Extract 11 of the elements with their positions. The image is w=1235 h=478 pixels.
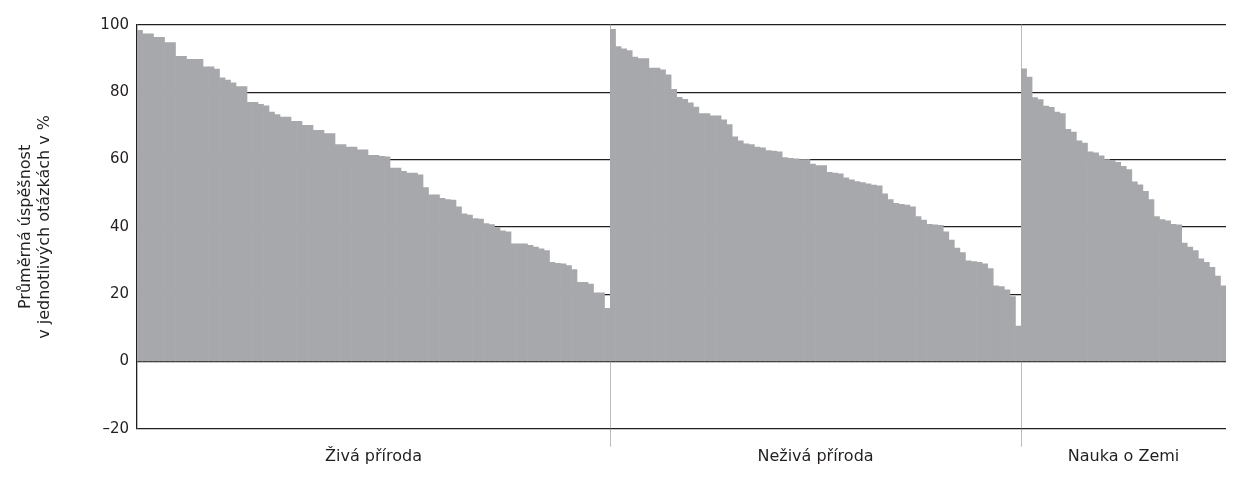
x-axis-title: Živá příroda [325, 445, 422, 465]
x-axis-title: Neživá příroda [757, 445, 874, 465]
y-axis-title: Průměrná úspěšnost v jednotlivých otázkách v % [14, 114, 53, 339]
y-tick-label: 100 [100, 14, 129, 33]
y-tick-label: 40 [109, 216, 129, 235]
y-tick-label: 80 [109, 82, 129, 101]
y-tick-label: 60 [109, 149, 129, 168]
y-tick-label: 0 [119, 351, 129, 370]
y-tick-label: –20 [102, 418, 129, 437]
y-tick-label: 20 [109, 284, 129, 303]
x-axis-title: Nauka o Zemi [1067, 445, 1180, 465]
